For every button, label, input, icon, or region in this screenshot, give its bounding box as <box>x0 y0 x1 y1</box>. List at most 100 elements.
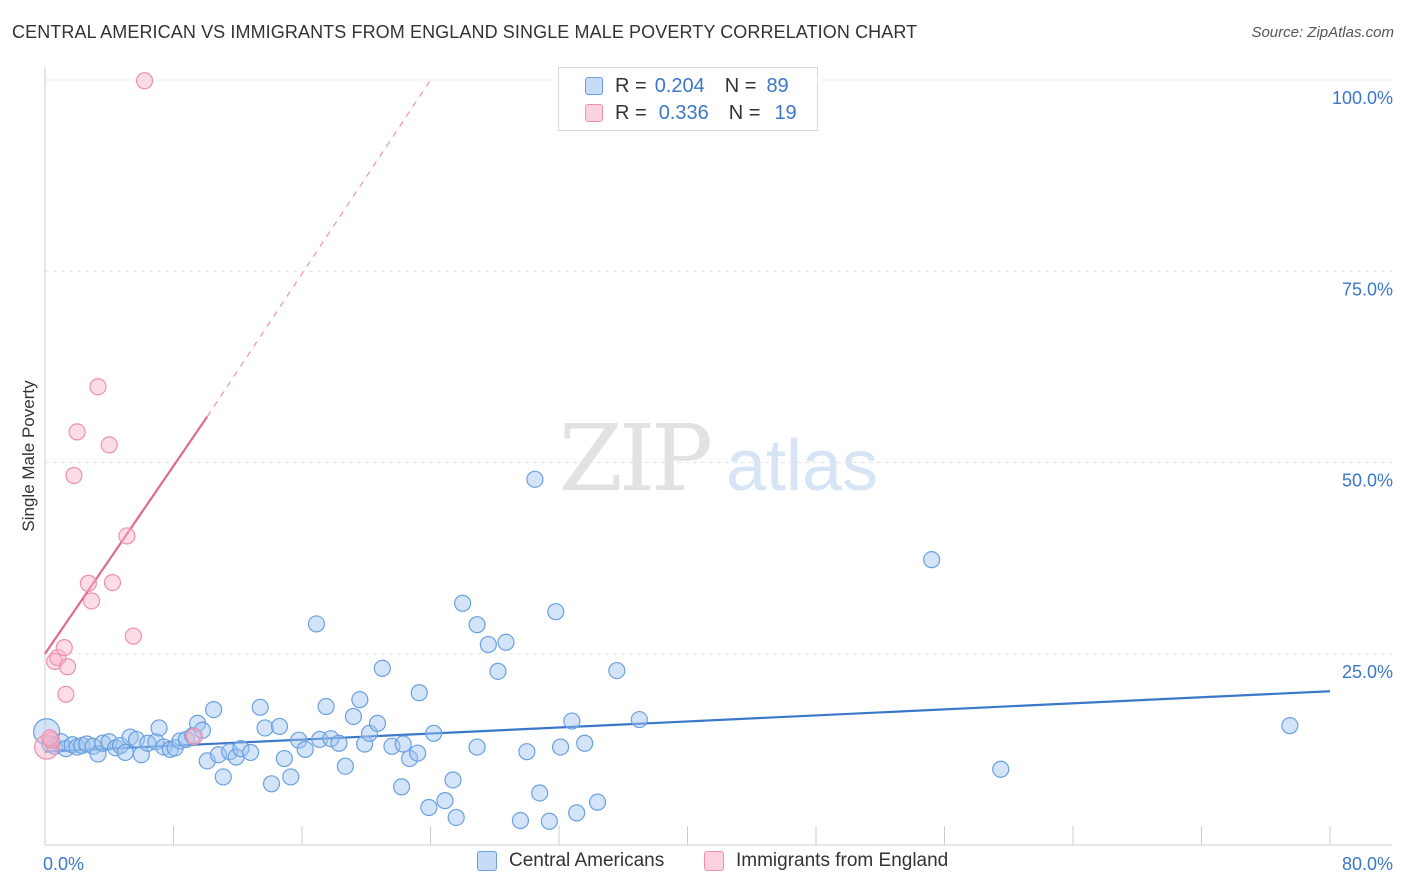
legend-r-label: R = <box>615 101 647 124</box>
point-central-americans <box>394 735 412 753</box>
point-central-americans <box>322 730 340 748</box>
point-central-americans <box>242 743 260 762</box>
legend-r-value: 0.336 <box>658 101 709 124</box>
point-central-americans <box>214 768 232 786</box>
point-central-americans <box>447 808 465 827</box>
point-central-americans <box>489 662 507 680</box>
axes <box>44 67 1392 846</box>
trend-lines <box>44 79 1331 753</box>
point-central-americans <box>116 743 134 762</box>
point-central-americans <box>373 659 391 677</box>
point-immigrants-england <box>79 574 97 592</box>
series-immigrants-england <box>34 72 203 760</box>
legend-swatch-blue <box>585 77 603 95</box>
trend-line-extension-immigrants-england <box>206 79 432 417</box>
point-central-americans <box>356 735 374 753</box>
point-central-americans <box>282 768 300 786</box>
legend-n-value: 89 <box>766 74 789 97</box>
point-central-americans <box>209 746 228 764</box>
bottom-legend-immigrants-england: Immigrants from England <box>704 850 948 872</box>
point-central-americans <box>336 757 354 775</box>
point-central-americans <box>344 707 362 726</box>
point-central-americans <box>307 615 326 633</box>
x-tick-labels: 0.0% 80.0% <box>43 854 1393 874</box>
point-central-americans <box>511 811 530 830</box>
y-tick-labels: 25.0% 50.0% 75.0% 100.0% <box>1332 88 1393 682</box>
point-central-americans <box>262 775 281 793</box>
point-central-americans <box>552 738 570 756</box>
point-central-americans <box>576 734 594 752</box>
point-central-americans <box>392 778 411 796</box>
point-immigrants-england <box>68 423 86 441</box>
point-central-americans <box>608 661 626 680</box>
point-immigrants-england <box>55 639 73 657</box>
point-central-americans <box>351 691 369 709</box>
legend-r-label: R = <box>615 74 647 97</box>
point-immigrants-england <box>41 729 59 747</box>
legend-n-label: N = <box>728 101 761 124</box>
correlation-legend: R = 0.204 N = 89 R = 0.336 N = 19 <box>558 67 818 131</box>
legend-n-label: N = <box>724 74 757 97</box>
point-immigrants-england <box>82 592 101 610</box>
bottom-legend-label: Immigrants from England <box>736 850 949 871</box>
point-central-americans <box>290 731 308 749</box>
point-central-americans <box>100 733 118 751</box>
watermark-atlas: atlas <box>726 426 878 506</box>
y-tick-label: 100.0% <box>1332 88 1393 108</box>
grid-lines <box>45 79 1392 655</box>
point-central-americans <box>127 730 146 749</box>
point-central-americans <box>444 771 462 789</box>
point-central-americans <box>531 784 549 802</box>
legend-swatch-pink <box>585 104 603 122</box>
point-central-americans <box>368 714 387 732</box>
point-immigrants-england <box>100 436 118 454</box>
point-immigrants-england <box>65 466 83 485</box>
point-central-americans <box>330 734 348 752</box>
point-central-americans <box>526 470 544 488</box>
point-central-americans <box>270 717 289 736</box>
legend-r-value: 0.204 <box>654 74 705 97</box>
point-central-americans <box>468 616 486 634</box>
point-central-americans <box>420 798 438 817</box>
point-central-americans <box>518 743 536 761</box>
point-central-americans <box>497 633 515 651</box>
point-central-americans <box>409 744 427 762</box>
point-central-americans <box>275 749 293 768</box>
point-immigrants-england <box>58 658 77 676</box>
y-tick-label: 25.0% <box>1342 662 1393 682</box>
trend-line-central-americans <box>44 690 1331 753</box>
point-central-americans <box>563 712 581 730</box>
bottom-legend-label: Central Americans <box>509 850 665 871</box>
bottom-legend-central-americans: Central Americans <box>477 850 664 872</box>
point-central-americans <box>89 745 107 763</box>
point-immigrants-england <box>124 627 142 645</box>
series-central-americans <box>33 470 1299 830</box>
point-central-americans <box>94 734 112 752</box>
point-central-americans <box>256 719 274 737</box>
point-central-americans <box>630 710 648 729</box>
point-immigrants-england <box>57 685 75 703</box>
y-tick-label: 50.0% <box>1342 471 1393 491</box>
point-immigrants-england <box>89 378 107 396</box>
y-axis-label: Single Male Poverty <box>19 380 38 532</box>
legend-row-central-americans: R = 0.204 N = 89 <box>585 73 789 99</box>
point-central-americans <box>1281 717 1299 735</box>
point-central-americans <box>205 700 223 719</box>
point-central-americans <box>547 603 565 621</box>
point-central-americans <box>568 804 586 822</box>
y-tick-label: 75.0% <box>1342 279 1393 299</box>
chart-title: CENTRAL AMERICAN VS IMMIGRANTS FROM ENGL… <box>12 22 918 42</box>
point-central-americans <box>454 594 472 612</box>
point-central-americans <box>588 793 607 811</box>
trend-line-immigrants-england <box>44 415 209 655</box>
x-tick-label-min: 0.0% <box>43 854 84 874</box>
x-tick-label-max: 80.0% <box>1342 854 1393 874</box>
legend-n-value: 19 <box>774 101 797 124</box>
point-central-americans <box>468 738 486 756</box>
point-central-americans <box>992 760 1010 778</box>
point-central-americans <box>317 697 335 716</box>
point-central-americans <box>251 698 269 716</box>
point-immigrants-england <box>103 574 122 592</box>
point-central-americans <box>296 740 314 758</box>
